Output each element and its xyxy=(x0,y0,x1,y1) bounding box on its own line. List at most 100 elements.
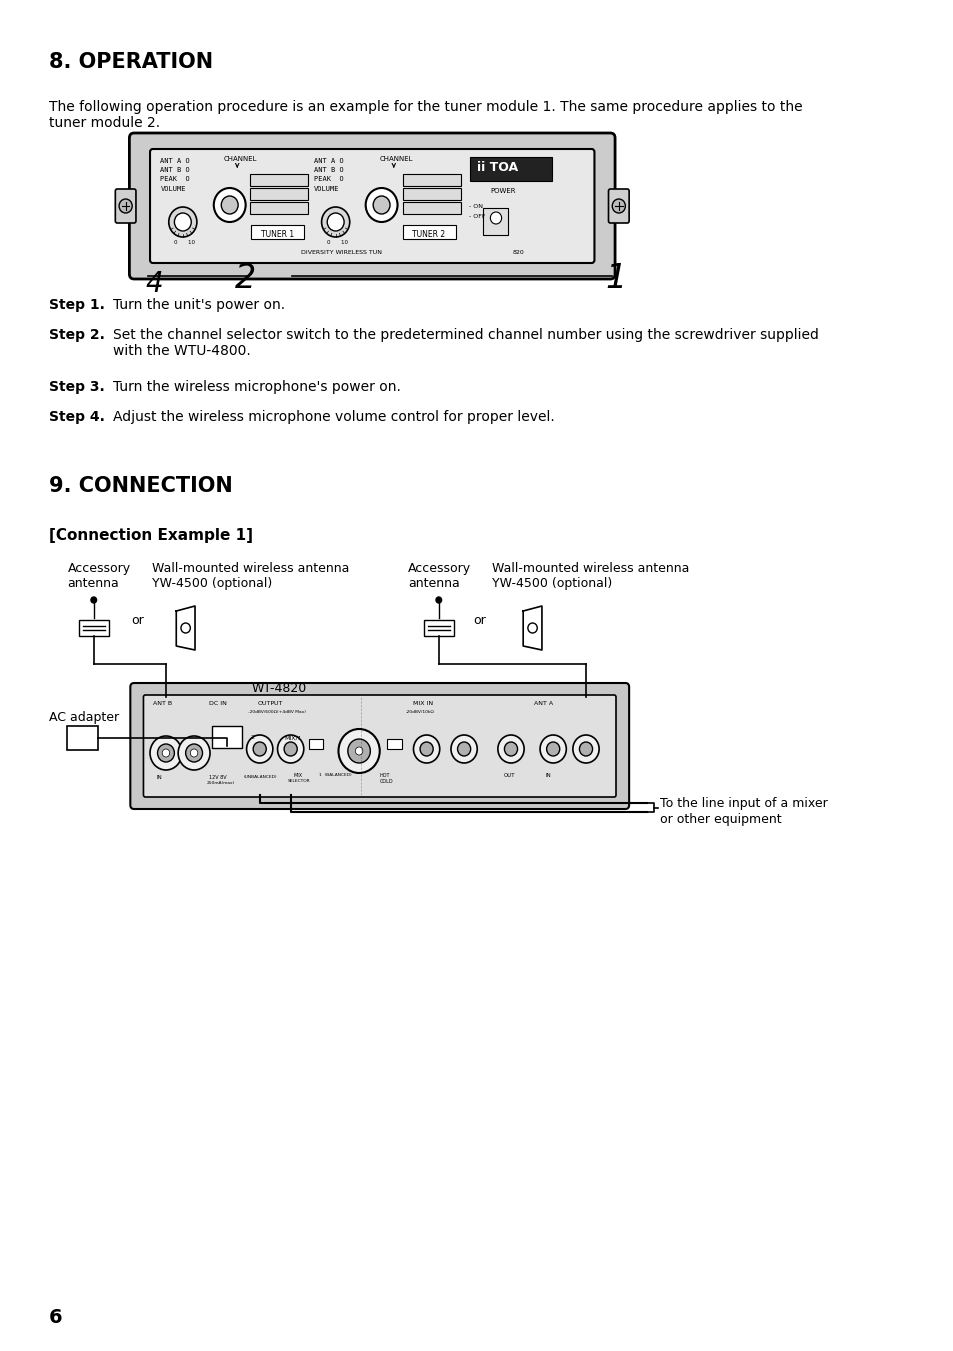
Text: 1  (BALANCED): 1 (BALANCED) xyxy=(318,773,351,777)
Text: ANT B O: ANT B O xyxy=(160,168,190,173)
FancyBboxPatch shape xyxy=(150,149,594,263)
Text: tuner module 2.: tuner module 2. xyxy=(49,116,160,130)
Text: SELECTOR: SELECTOR xyxy=(288,780,310,784)
Text: CHANNEL: CHANNEL xyxy=(223,155,256,162)
Circle shape xyxy=(348,739,370,763)
Text: [Connection Example 1]: [Connection Example 1] xyxy=(49,528,253,543)
Circle shape xyxy=(162,748,170,757)
Circle shape xyxy=(373,196,390,213)
Text: Step 1.: Step 1. xyxy=(49,299,105,312)
Text: CHANNEL: CHANNEL xyxy=(379,155,413,162)
FancyBboxPatch shape xyxy=(131,684,628,809)
Circle shape xyxy=(246,735,273,763)
FancyBboxPatch shape xyxy=(482,208,508,235)
FancyBboxPatch shape xyxy=(403,203,461,213)
Text: or: or xyxy=(132,613,144,627)
Circle shape xyxy=(436,597,441,603)
Circle shape xyxy=(284,742,297,757)
Circle shape xyxy=(277,735,303,763)
Text: Accessory
antenna: Accessory antenna xyxy=(68,562,131,590)
Circle shape xyxy=(419,742,433,757)
FancyBboxPatch shape xyxy=(130,132,615,280)
Polygon shape xyxy=(176,607,194,650)
Text: Turn the unit's power on.: Turn the unit's power on. xyxy=(112,299,284,312)
Text: POWER: POWER xyxy=(490,188,516,195)
Text: 6: 6 xyxy=(49,1308,62,1327)
Text: TUNER 1: TUNER 1 xyxy=(260,230,294,239)
Circle shape xyxy=(221,196,238,213)
Text: (UNBALANCED): (UNBALANCED) xyxy=(244,775,277,780)
Text: OUTPUT: OUTPUT xyxy=(257,701,283,707)
Text: 9. CONNECTION: 9. CONNECTION xyxy=(49,476,233,496)
Circle shape xyxy=(338,730,379,773)
Circle shape xyxy=(213,188,245,222)
Circle shape xyxy=(457,742,470,757)
Polygon shape xyxy=(522,607,541,650)
Text: ANT A O: ANT A O xyxy=(160,158,190,163)
Circle shape xyxy=(539,735,566,763)
Text: MIX: MIX xyxy=(294,773,302,778)
Text: 0      10: 0 10 xyxy=(174,240,195,245)
Text: ii TOA: ii TOA xyxy=(476,161,517,174)
Circle shape xyxy=(186,744,202,762)
Text: PEAK  O: PEAK O xyxy=(314,176,343,182)
Circle shape xyxy=(178,736,210,770)
Circle shape xyxy=(150,736,182,770)
Text: HOT: HOT xyxy=(379,773,390,778)
Circle shape xyxy=(497,735,523,763)
Text: VOLUME: VOLUME xyxy=(160,186,186,192)
Text: 0      10: 0 10 xyxy=(327,240,348,245)
Text: MIX IN: MIX IN xyxy=(412,701,433,707)
Text: Set the channel selector switch to the predetermined channel number using the sc: Set the channel selector switch to the p… xyxy=(112,328,818,342)
Text: 12V 8V: 12V 8V xyxy=(209,775,227,780)
Text: COLD: COLD xyxy=(379,780,393,784)
Text: or: or xyxy=(473,613,486,627)
Circle shape xyxy=(527,623,537,634)
Circle shape xyxy=(451,735,476,763)
Text: ANT B: ANT B xyxy=(152,701,172,707)
Text: To the line input of a mixer
or other equipment: To the line input of a mixer or other eq… xyxy=(659,797,827,825)
FancyBboxPatch shape xyxy=(608,189,628,223)
Circle shape xyxy=(181,623,191,634)
FancyBboxPatch shape xyxy=(212,725,242,748)
FancyBboxPatch shape xyxy=(143,694,616,797)
Circle shape xyxy=(191,748,197,757)
Text: with the WTU-4800.: with the WTU-4800. xyxy=(112,345,250,358)
Text: PEAK  O: PEAK O xyxy=(160,176,190,182)
Circle shape xyxy=(355,747,362,755)
FancyBboxPatch shape xyxy=(250,188,308,200)
Text: Step 2.: Step 2. xyxy=(49,328,105,342)
Circle shape xyxy=(253,742,266,757)
Circle shape xyxy=(612,199,625,213)
FancyBboxPatch shape xyxy=(387,739,402,748)
Text: Wall-mounted wireless antenna
YW-4500 (optional): Wall-mounted wireless antenna YW-4500 (o… xyxy=(492,562,689,590)
Text: 8. OPERATION: 8. OPERATION xyxy=(49,51,213,72)
FancyBboxPatch shape xyxy=(79,620,109,636)
Text: OUT: OUT xyxy=(503,773,515,778)
Text: -20dBV/600Ω(+4dBV Max): -20dBV/600Ω(+4dBV Max) xyxy=(248,711,306,713)
Text: -20dBV/10kΩ: -20dBV/10kΩ xyxy=(406,711,435,713)
Text: Adjust the wireless microphone volume control for proper level.: Adjust the wireless microphone volume co… xyxy=(112,409,554,424)
Circle shape xyxy=(174,213,191,231)
Circle shape xyxy=(119,199,132,213)
Circle shape xyxy=(91,597,96,603)
Text: Step 4.: Step 4. xyxy=(49,409,105,424)
Text: DIVERSITY WIRELESS TUN: DIVERSITY WIRELESS TUN xyxy=(300,250,381,255)
Text: IN: IN xyxy=(156,775,162,780)
Text: Accessory
antenna: Accessory antenna xyxy=(408,562,471,590)
Text: Step 3.: Step 3. xyxy=(49,380,105,394)
FancyBboxPatch shape xyxy=(251,226,303,239)
Text: Turn the wireless microphone's power on.: Turn the wireless microphone's power on. xyxy=(112,380,400,394)
FancyBboxPatch shape xyxy=(423,620,454,636)
FancyBboxPatch shape xyxy=(403,226,456,239)
FancyBboxPatch shape xyxy=(309,739,322,748)
FancyBboxPatch shape xyxy=(115,189,136,223)
FancyBboxPatch shape xyxy=(67,725,98,750)
Text: TUNER 2: TUNER 2 xyxy=(411,230,444,239)
Text: 820: 820 xyxy=(513,250,524,255)
FancyBboxPatch shape xyxy=(250,203,308,213)
Circle shape xyxy=(490,212,501,224)
FancyBboxPatch shape xyxy=(250,174,308,186)
Circle shape xyxy=(572,735,598,763)
Text: IN: IN xyxy=(545,773,551,778)
